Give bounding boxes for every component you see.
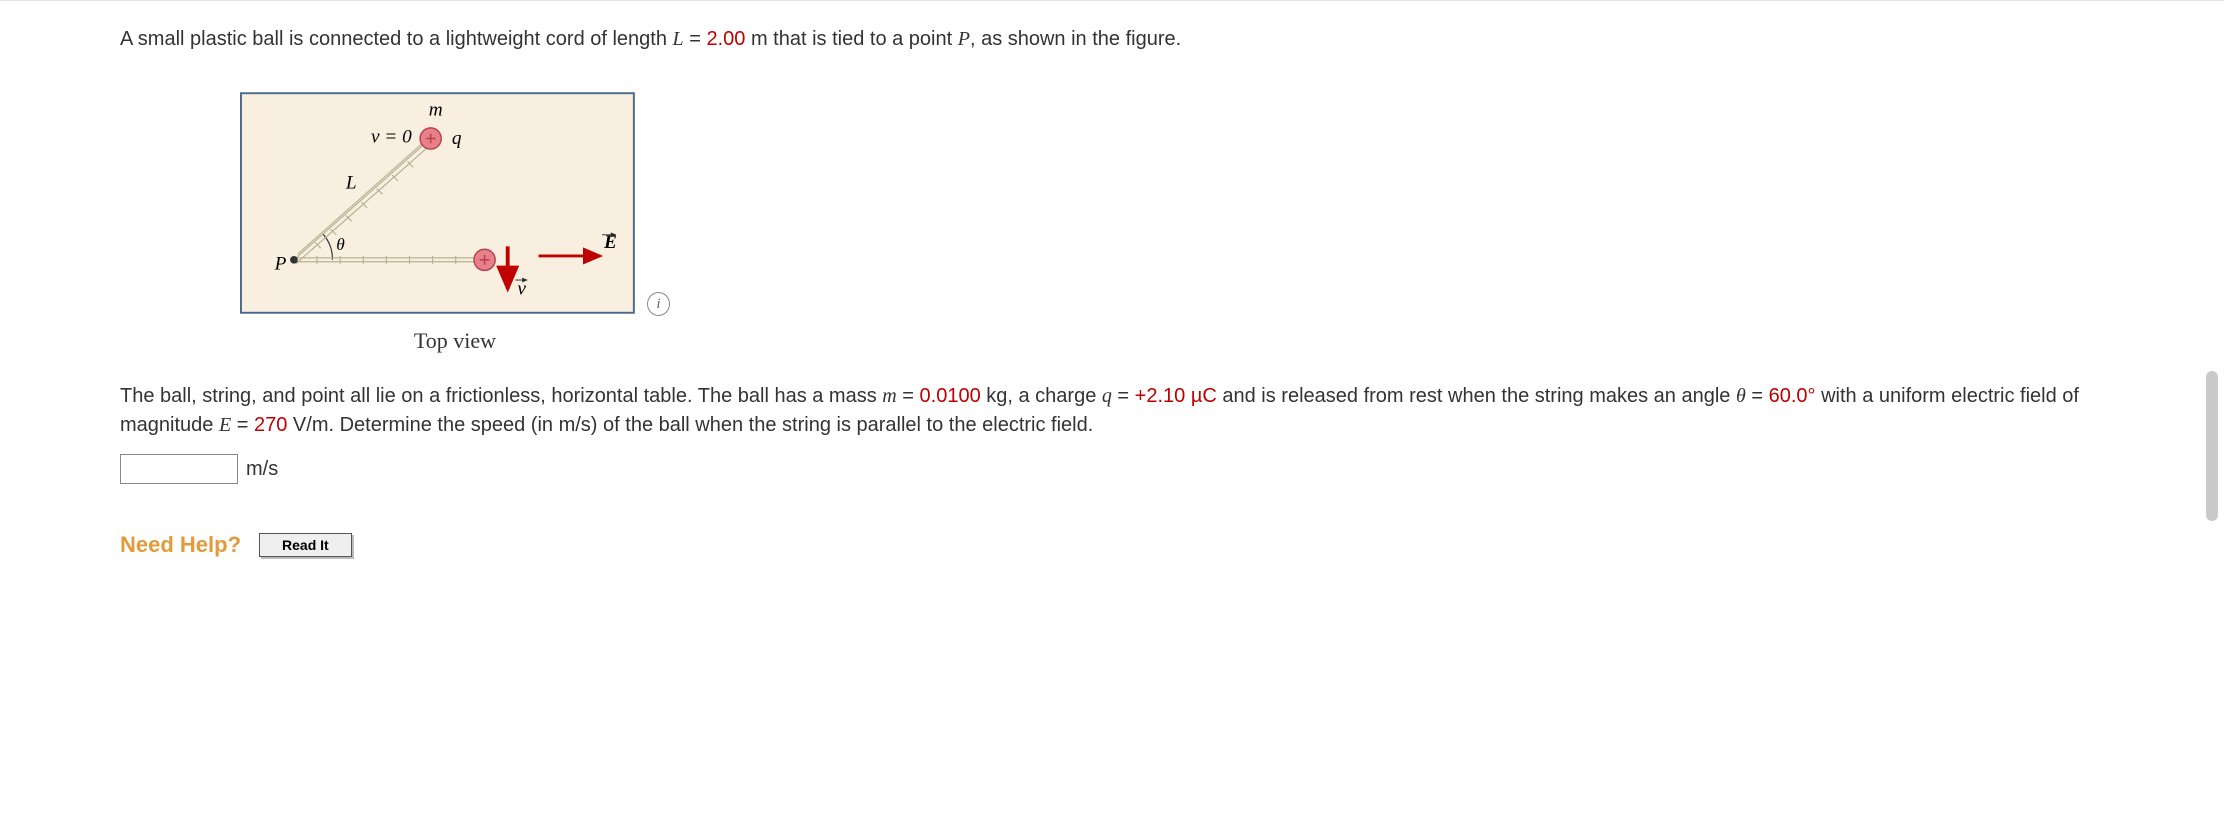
intro-post: , as shown in the figure. [970, 28, 1181, 50]
eq1: = [684, 28, 707, 50]
answer-row: m/s [120, 454, 2114, 484]
problem-intro: A small plastic ball is connected to a l… [120, 25, 2114, 54]
L-value: 2.00 [706, 28, 745, 50]
P-symbol: P [958, 28, 970, 50]
fig-label-v: v [517, 278, 526, 299]
info-icon[interactable]: i [647, 292, 670, 316]
theta-value: 60.0° [1769, 385, 1816, 407]
m-value: 0.0100 [920, 385, 981, 407]
eq2: = [897, 385, 920, 407]
answer-input[interactable] [120, 454, 238, 484]
L-symbol: L [673, 28, 684, 50]
need-help-row: Need Help? Read It [120, 532, 2114, 558]
q-value: +2.10 [1135, 385, 1186, 407]
intro-pre: A small plastic ball is connected to a l… [120, 28, 673, 50]
p2c: and is released from rest when the strin… [1217, 385, 1736, 407]
theta-symbol: θ [1736, 385, 1746, 407]
scrollbar-thumb[interactable] [2206, 371, 2218, 521]
figure-caption: Top view [240, 328, 670, 354]
eq3: = [1112, 385, 1135, 407]
p2a: The ball, string, and point all lie on a… [120, 385, 882, 407]
answer-unit: m/s [246, 458, 278, 481]
fig-label-theta: θ [336, 235, 345, 254]
E-value: 270 [254, 414, 287, 436]
problem-body: The ball, string, and point all lie on a… [120, 382, 2114, 440]
fig-label-P: P [274, 253, 287, 274]
E-symbol: E [219, 414, 231, 436]
m-symbol: m [882, 385, 896, 407]
q-symbol: q [1102, 385, 1112, 407]
q-unit: µC [1185, 385, 1217, 407]
fig-label-m: m [429, 99, 443, 120]
L-after: m that is tied to a point [745, 28, 957, 50]
need-help-label: Need Help? [120, 532, 241, 558]
eq5: = [231, 414, 254, 436]
read-it-button[interactable]: Read It [259, 533, 352, 557]
fig-label-E: E [603, 232, 617, 253]
p2b: kg, a charge [981, 385, 1102, 407]
fig-label-L: L [345, 173, 357, 194]
p2e: V/m. Determine the speed (in m/s) of the… [287, 414, 1093, 436]
figure-svg: m v = 0 q L θ P E v [240, 88, 635, 318]
eq4: = [1746, 385, 1769, 407]
figure-container: m v = 0 q L θ P E v i Top view [240, 88, 670, 354]
fig-label-v0: v = 0 [371, 126, 412, 147]
fig-label-q: q [452, 128, 462, 149]
